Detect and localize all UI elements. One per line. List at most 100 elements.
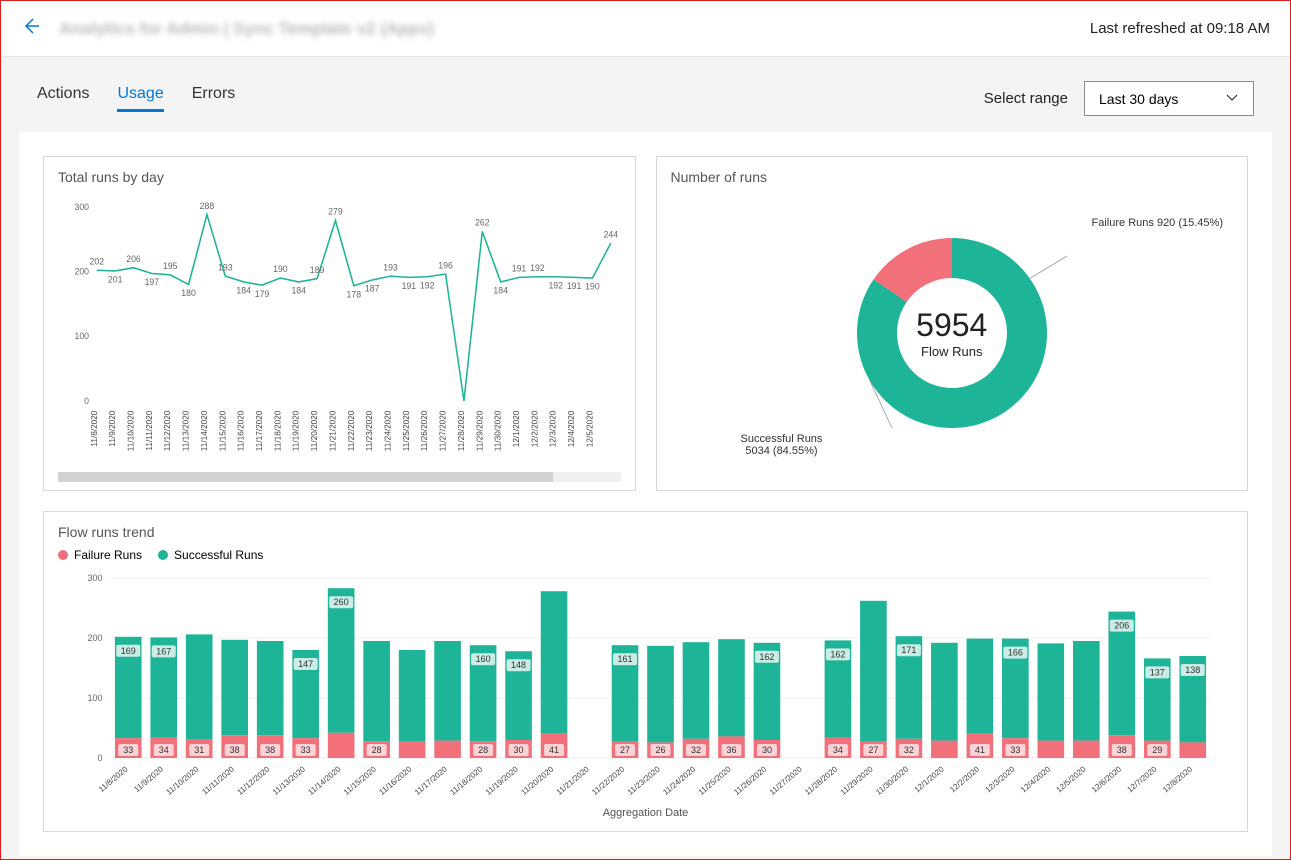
tabs: Actions Usage Errors: [37, 85, 235, 112]
range-selector-wrap: Select range Last 30 days: [984, 81, 1254, 116]
svg-text:11/26/2020: 11/26/2020: [420, 410, 429, 451]
donut-success-label: Successful Runs5034 (84.55%): [741, 433, 823, 457]
svg-text:161: 161: [618, 654, 633, 664]
svg-text:201: 201: [108, 275, 123, 285]
svg-text:184: 184: [291, 286, 306, 296]
legend-item: Successful Runs: [158, 548, 263, 562]
svg-text:11/24/2020: 11/24/2020: [384, 410, 393, 451]
svg-text:12/8/2020: 12/8/2020: [1161, 764, 1194, 794]
range-value: Last 30 days: [1099, 91, 1178, 107]
svg-text:169: 169: [121, 646, 136, 656]
svg-text:148: 148: [511, 660, 526, 670]
svg-text:11/20/2020: 11/20/2020: [310, 410, 319, 451]
svg-text:197: 197: [145, 277, 160, 287]
svg-text:11/27/2020: 11/27/2020: [439, 410, 448, 451]
svg-text:11/16/2020: 11/16/2020: [377, 764, 413, 797]
donut-center-value: 5954: [916, 307, 987, 344]
line-chart[interactable]: 0100200300202201206197195180288193184179…: [58, 193, 621, 473]
svg-text:30: 30: [514, 745, 524, 755]
svg-text:162: 162: [759, 652, 774, 662]
svg-text:26: 26: [655, 745, 665, 755]
svg-text:11/16/2020: 11/16/2020: [237, 410, 246, 451]
card-title: Flow runs trend: [58, 524, 1233, 540]
donut-chart[interactable]: 5954 Flow Runs Failure Runs 920 (15.45%)…: [671, 193, 1234, 473]
svg-text:32: 32: [904, 745, 914, 755]
svg-text:41: 41: [549, 745, 559, 755]
svg-text:11/25/2020: 11/25/2020: [402, 410, 411, 451]
svg-text:11/13/2020: 11/13/2020: [271, 764, 307, 797]
svg-text:11/19/2020: 11/19/2020: [292, 410, 301, 451]
svg-text:12/3/2020: 12/3/2020: [984, 764, 1017, 794]
horizontal-scrollbar[interactable]: [58, 472, 621, 482]
svg-text:195: 195: [163, 261, 178, 271]
svg-text:28: 28: [372, 745, 382, 755]
svg-text:262: 262: [475, 218, 490, 228]
svg-text:34: 34: [159, 745, 169, 755]
svg-text:30: 30: [762, 745, 772, 755]
svg-text:202: 202: [90, 256, 105, 266]
total-runs-card: Total runs by day 0100200300202201206197…: [43, 156, 636, 491]
svg-text:11/9/2020: 11/9/2020: [132, 764, 165, 794]
svg-text:11/17/2020: 11/17/2020: [255, 410, 264, 451]
range-label: Select range: [984, 90, 1068, 107]
svg-text:206: 206: [1114, 621, 1129, 631]
card-title: Number of runs: [671, 169, 1234, 185]
top-bar: Analytics for Admin | Sync Template v2 (…: [1, 1, 1290, 57]
tabs-row: Actions Usage Errors Select range Last 30 …: [19, 57, 1272, 132]
back-arrow-icon[interactable]: [21, 16, 41, 41]
svg-text:27: 27: [620, 745, 630, 755]
svg-text:11/25/2020: 11/25/2020: [697, 764, 733, 797]
svg-text:180: 180: [181, 288, 196, 298]
svg-text:11/14/2020: 11/14/2020: [306, 764, 342, 797]
svg-text:33: 33: [123, 745, 133, 755]
svg-text:11/11/2020: 11/11/2020: [200, 764, 236, 796]
svg-text:187: 187: [365, 284, 380, 294]
svg-text:11/26/2020: 11/26/2020: [732, 764, 768, 797]
svg-text:300: 300: [74, 202, 89, 212]
svg-text:12/4/2020: 12/4/2020: [1019, 764, 1052, 794]
svg-text:288: 288: [200, 201, 215, 211]
legend-item: Failure Runs: [58, 548, 142, 562]
svg-text:192: 192: [420, 280, 435, 290]
svg-text:100: 100: [87, 693, 102, 703]
tab-actions[interactable]: Actions: [37, 85, 89, 112]
svg-text:28: 28: [478, 745, 488, 755]
svg-text:200: 200: [74, 266, 89, 276]
svg-text:11/15/2020: 11/15/2020: [218, 410, 227, 451]
svg-text:11/23/2020: 11/23/2020: [626, 764, 662, 797]
svg-text:190: 190: [273, 264, 288, 274]
svg-text:279: 279: [328, 207, 343, 217]
svg-text:12/5/2020: 12/5/2020: [585, 410, 594, 447]
svg-text:191: 191: [512, 264, 527, 274]
svg-text:171: 171: [901, 645, 916, 655]
svg-text:192: 192: [548, 280, 563, 290]
donut-center: 5954 Flow Runs: [916, 307, 987, 359]
svg-text:206: 206: [126, 254, 141, 264]
svg-text:11/14/2020: 11/14/2020: [200, 410, 209, 451]
card-title: Total runs by day: [58, 169, 621, 185]
svg-text:179: 179: [255, 289, 270, 299]
svg-text:160: 160: [476, 654, 491, 664]
svg-text:29: 29: [1152, 745, 1162, 755]
svg-text:38: 38: [230, 745, 240, 755]
tab-usage[interactable]: Usage: [117, 85, 163, 112]
svg-text:11/21/2020: 11/21/2020: [328, 410, 337, 451]
svg-text:193: 193: [218, 262, 233, 272]
svg-text:11/21/2020: 11/21/2020: [555, 764, 591, 797]
last-refreshed: Last refreshed at 09:18 AM: [1090, 20, 1270, 37]
range-dropdown[interactable]: Last 30 days: [1084, 81, 1254, 116]
svg-text:38: 38: [265, 745, 275, 755]
svg-text:193: 193: [383, 262, 398, 272]
svg-text:11/18/2020: 11/18/2020: [448, 764, 484, 797]
svg-text:11/23/2020: 11/23/2020: [365, 410, 374, 451]
svg-text:192: 192: [530, 263, 545, 273]
svg-text:0: 0: [97, 753, 102, 763]
svg-text:166: 166: [1008, 648, 1023, 658]
svg-text:11/30/2020: 11/30/2020: [874, 764, 910, 797]
svg-text:11/10/2020: 11/10/2020: [127, 410, 136, 451]
stacked-bar-chart[interactable]: 01002003001693311/8/20201673411/9/202031…: [58, 568, 1233, 798]
svg-text:11/8/2020: 11/8/2020: [90, 410, 99, 446]
tab-errors[interactable]: Errors: [192, 85, 236, 112]
page-title: Analytics for Admin | Sync Template v2 (…: [59, 19, 434, 39]
svg-text:36: 36: [726, 745, 736, 755]
